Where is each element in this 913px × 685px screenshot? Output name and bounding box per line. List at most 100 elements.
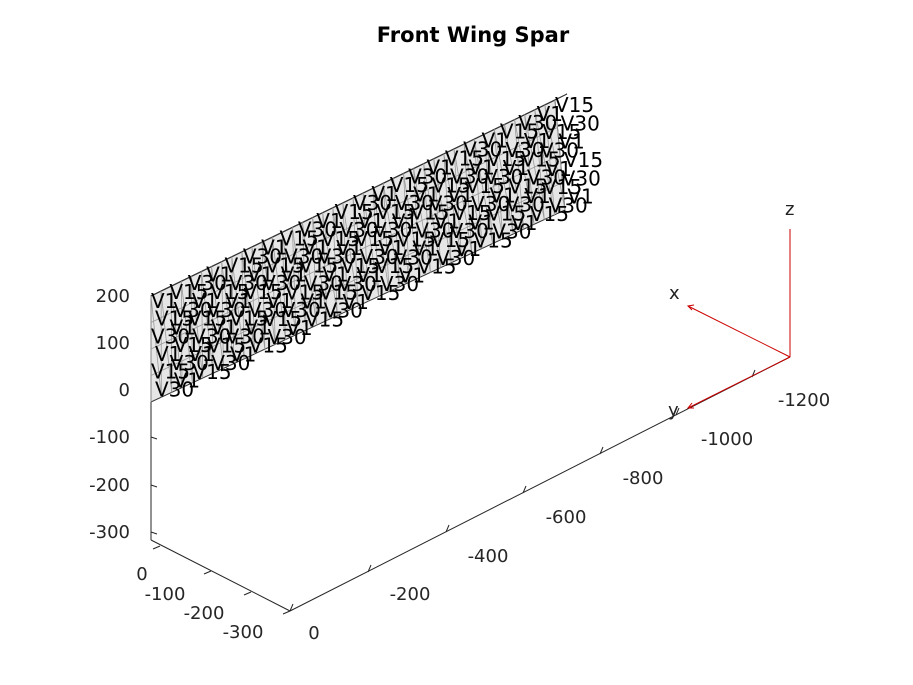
vertex-label: V30 — [192, 324, 231, 348]
vertex-label: V30 — [527, 166, 566, 190]
vertex-label: V15 — [299, 254, 338, 278]
vertex-label: V30 — [267, 325, 306, 349]
vertex-label: V15 — [155, 307, 194, 331]
z-tick-labels: 200 100 0 -100 -200 -300 — [89, 286, 130, 543]
vertex-label: V1 — [537, 102, 563, 126]
vertex-label: V15 — [321, 227, 360, 251]
x-tick-label: -300 — [223, 622, 264, 643]
vertex-label: V15 — [335, 200, 374, 224]
vertex-label: V1 — [170, 315, 196, 339]
vertex-label: V30 — [562, 166, 601, 190]
y-tick-label: -800 — [623, 468, 664, 489]
vertex-label: V1 — [155, 342, 181, 366]
vertex-label: V1 — [392, 209, 418, 233]
vertex-label: V30 — [298, 218, 337, 242]
vertex-label: V1 — [426, 155, 452, 179]
y-tick-labels: 0 -200 -400 -600 -800 -1000 -1200 — [308, 390, 830, 644]
vertex-label: V30 — [373, 218, 412, 242]
vertex-label: V15 — [432, 173, 471, 197]
vertex-label: V1 — [524, 129, 550, 153]
vertex-label: V1 — [342, 290, 368, 314]
coordinate-triad: x y z — [668, 199, 794, 421]
vertex-label: V1 — [267, 289, 293, 313]
vertex-label: V1 — [455, 237, 481, 261]
vertex-label: V15 — [431, 228, 470, 252]
vertex-label: V15 — [361, 281, 400, 305]
vertex-label: V15 — [305, 307, 344, 331]
spar-mesh — [150, 93, 568, 403]
vertex-label: V30 — [318, 245, 357, 269]
vertex-label: V15 — [500, 120, 539, 144]
vertex-label: V15 — [280, 227, 319, 251]
y-tick-label: -200 — [390, 584, 431, 605]
vertex-label: V1 — [316, 209, 342, 233]
vertex-label: V1 — [358, 209, 384, 233]
vertex-label: V30 — [380, 272, 419, 296]
vertex-label: V1 — [211, 316, 237, 340]
vertex-labels: V1V15V30V1V15V30V15V30V1V15V30V1V30V1V15… — [151, 93, 603, 401]
vertex-label: V1 — [192, 289, 218, 313]
vertex-label: V30 — [408, 164, 447, 188]
vertex-label: V30 — [506, 193, 545, 217]
vertex-label: V1 — [303, 236, 329, 260]
vertex-label: V30 — [450, 165, 489, 189]
vertex-label: V1 — [524, 184, 550, 208]
vertex-label: V15 — [375, 254, 414, 278]
z-tick-label: 0 — [119, 380, 130, 401]
vertex-label: V30 — [155, 377, 194, 401]
vertex-label: V15 — [263, 307, 302, 331]
vertex-label: V30 — [243, 244, 282, 268]
vertex-label: V30 — [492, 220, 531, 244]
vertex-label: V1 — [261, 236, 287, 260]
vertex-label: V15 — [474, 228, 513, 252]
vertex-label: V15 — [564, 148, 603, 172]
vertex-label: V1 — [482, 129, 508, 153]
vertex-label: V15 — [543, 175, 582, 199]
vertex-label: V1 — [322, 263, 348, 287]
mesh-segment — [150, 154, 561, 350]
vertex-label: V30 — [549, 193, 588, 217]
vertex-label: V30 — [324, 299, 363, 323]
y-tick-label: -1000 — [701, 429, 753, 450]
vertex-label: V15 — [445, 146, 484, 170]
vertex-label: V30 — [395, 191, 434, 215]
vertex-label: V15 — [417, 255, 456, 279]
vertex-label: V15 — [249, 334, 288, 358]
vertex-label: V30 — [338, 272, 377, 296]
vertex-label: V15 — [188, 307, 227, 331]
vertex-label: V15 — [508, 174, 547, 198]
y-tick-label: 0 — [308, 623, 319, 644]
vertex-label: V15 — [452, 201, 491, 225]
vertex-label: V15 — [210, 280, 249, 304]
vertex-label: V15 — [530, 202, 569, 226]
vertex-label: V15 — [266, 253, 305, 277]
vertex-label: V1 — [413, 182, 439, 206]
vertex-label: V30 — [353, 191, 392, 215]
vertex-label: V30 — [436, 246, 475, 270]
vertex-label: V30 — [207, 298, 246, 322]
vertex-label: V30 — [248, 298, 287, 322]
vertex-label: V15 — [229, 307, 268, 331]
vertex-label: V1 — [447, 183, 473, 207]
z-tick-label: 100 — [96, 333, 130, 354]
vertex-label: V30 — [211, 351, 250, 375]
vertex-label: V30 — [429, 192, 468, 216]
vertex-label: V15 — [355, 227, 394, 251]
vertex-label: V1 — [188, 342, 214, 366]
vertex-label: V30 — [226, 325, 265, 349]
vertex-label: V1 — [399, 263, 425, 287]
spar-top — [150, 93, 568, 297]
vertex-label: V15 — [224, 253, 263, 277]
triad-x-arrow — [687, 305, 791, 358]
vertex-label: V30 — [170, 351, 209, 375]
vertex-label: V30 — [360, 245, 399, 269]
x-tick-labels: 0 -100 -200 -300 — [136, 564, 263, 643]
vertex-label: V30 — [518, 111, 557, 135]
vertex-label: V15 — [285, 280, 324, 304]
x-tick-label: -200 — [184, 603, 225, 624]
vertex-label: V30 — [394, 245, 433, 269]
vertex-label: V15 — [521, 147, 560, 171]
triad-y-label: y — [668, 400, 679, 421]
vertex-label: V1 — [371, 182, 397, 206]
